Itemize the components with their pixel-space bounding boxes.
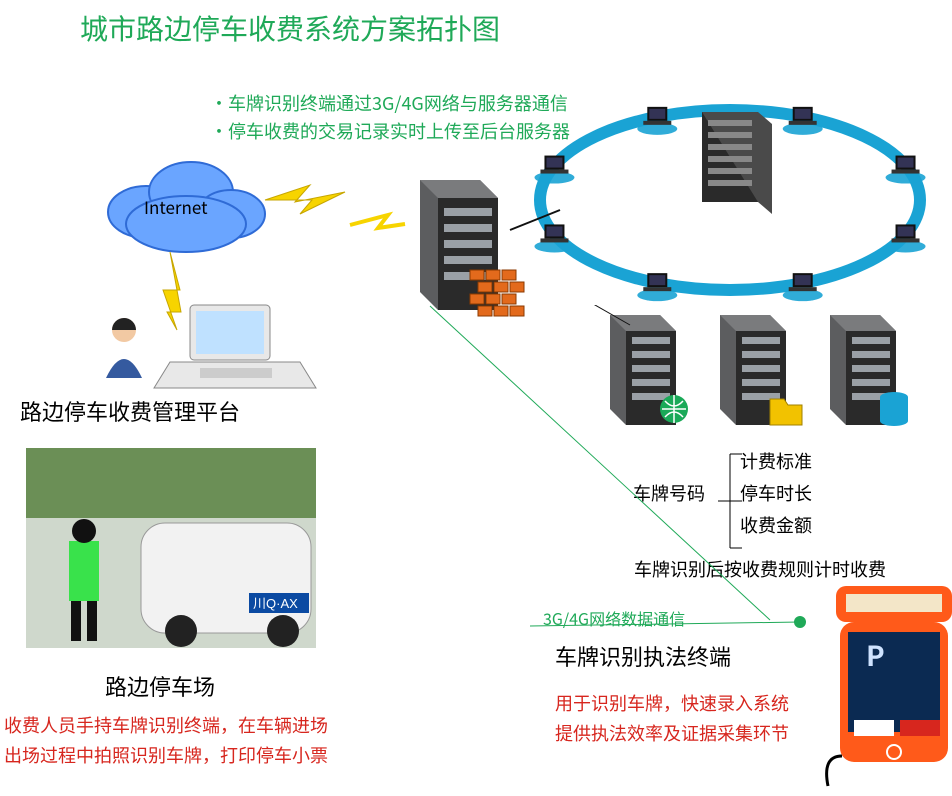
bracket-item-2: 停车时长 [740,480,812,506]
svg-text:川Q·AX: 川Q·AX [253,596,298,611]
laptop-icon [140,290,340,410]
desc-left-1: 收费人员手持车牌识别终端，在车辆进场 [4,712,328,738]
bracket-item-1: 计费标准 [740,448,812,474]
bracket-root-label: 车牌号码 [633,480,705,506]
parking-lot-label: 路边停车场 [105,670,215,702]
desc-right-2: 提供执法效率及证据采集环节 [555,720,789,746]
bracket-item-3: 收费金额 [740,512,812,538]
operator-icon [90,308,170,388]
pos-terminal-icon: P [816,576,952,796]
terminal-label: 车牌识别执法终端 [555,640,731,672]
svg-text:P: P [866,635,885,675]
desc-left-2: 出场过程中拍照识别车牌，打印停车小票 [4,742,328,768]
comm-label: 3G/4G网络数据通信 [543,606,685,630]
platform-label: 路边停车收费管理平台 [20,395,240,427]
desc-right-1: 用于识别车牌，快速录入系统 [555,690,789,716]
parking-lot-photo: 川Q·AX [21,443,331,663]
server-group-icon [590,305,952,445]
